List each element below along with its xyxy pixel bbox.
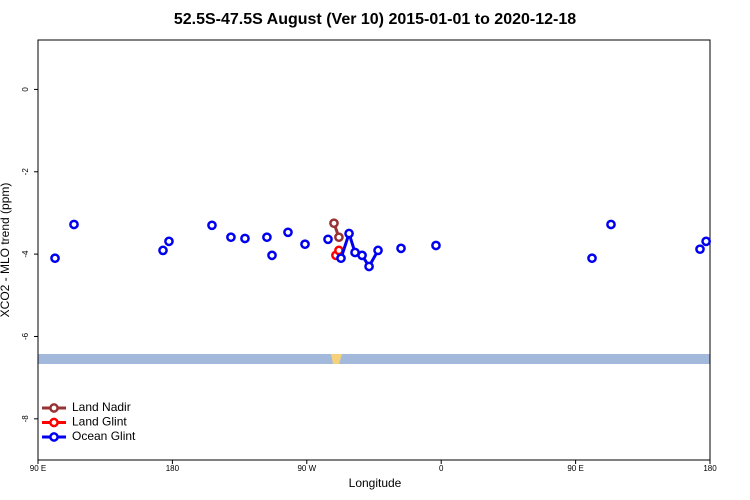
data-point (69, 219, 79, 230)
data-point (262, 232, 272, 243)
data-point (396, 243, 406, 254)
land-patch (331, 354, 342, 364)
chart-title: 52.5S-47.5S August (Ver 10) 2015-01-01 t… (174, 11, 576, 28)
data-point (207, 220, 217, 231)
data-point (587, 253, 597, 264)
y-tick-label: -8 (21, 415, 30, 423)
legend-marker (49, 403, 59, 413)
legend-label: Land Glint (72, 415, 127, 429)
data-point (164, 236, 174, 247)
legend-marker (49, 417, 59, 428)
y-tick-label: -2 (21, 168, 30, 176)
data-point (158, 245, 168, 256)
data-point (373, 245, 383, 256)
x-tick-label: 180 (166, 464, 180, 473)
x-tick-label: 0 (439, 464, 444, 473)
data-point (344, 228, 354, 239)
data-point (364, 261, 374, 272)
plot-frame (37, 39, 711, 461)
data-point (267, 250, 277, 261)
data-point (50, 253, 60, 264)
x-tick-label: 90 E (30, 464, 46, 473)
legend-label: Land Nadir (72, 400, 131, 414)
data-point (336, 253, 346, 264)
data-point (323, 234, 333, 245)
x-tick-label: 90 E (567, 464, 583, 473)
x-tick-label: 90 W (297, 464, 316, 473)
data-point (695, 244, 705, 255)
y-tick-label: 0 (21, 87, 30, 92)
y-tick-label: -6 (21, 332, 30, 340)
data-point (329, 218, 339, 229)
data-point (283, 227, 293, 238)
data-point (431, 240, 441, 251)
data-point (357, 250, 367, 261)
data-point (226, 232, 236, 243)
data-point (606, 219, 616, 230)
data-point (334, 232, 344, 243)
legend-marker (49, 432, 59, 442)
y-tick-label: -4 (21, 250, 30, 258)
data-point (300, 239, 310, 250)
data-point (701, 236, 711, 247)
x-tick-label: 180 (703, 464, 717, 473)
data-point (240, 233, 250, 244)
y-axis-label: XCO2 - MLO trend (ppm) (0, 183, 12, 318)
x-axis-label: Longitude (349, 476, 402, 490)
legend-label: Ocean Glint (72, 429, 136, 443)
series-line (339, 228, 380, 270)
land-ocean-strip (38, 354, 710, 364)
